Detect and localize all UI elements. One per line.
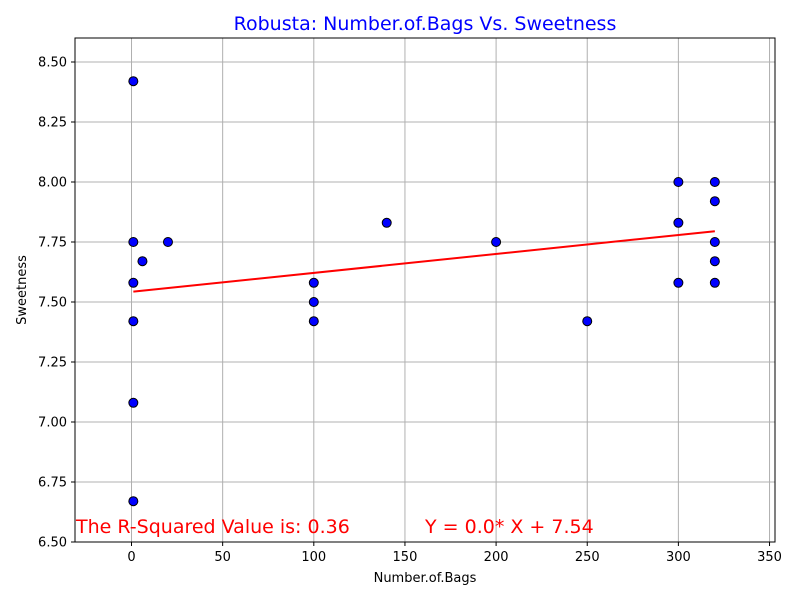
scatter-point: [128, 237, 139, 247]
grid: [75, 38, 775, 543]
y-tick-label: 8.25: [38, 116, 67, 131]
scatter-point: [308, 316, 319, 327]
scatter-point: [128, 496, 139, 507]
x-tick-label: 100: [301, 550, 326, 565]
y-axis-label: Sweetness: [15, 255, 30, 325]
scatter-point: [673, 277, 684, 288]
r-squared-annotation: The R-Squared Value is: 0.36: [75, 516, 350, 538]
x-tick-label: 200: [484, 550, 509, 565]
scatter-point: [709, 277, 720, 288]
x-axis-label: Number.of.Bags: [374, 571, 477, 586]
y-tick-label: 8.00: [38, 176, 67, 191]
scatter-point: [673, 217, 684, 228]
scatter-point: [308, 277, 319, 288]
scatter-point: [128, 76, 139, 87]
ticks: 0 50 100 150 200 250 300 350 6.50 6.75 7.00 7.25 7.5…: [38, 56, 782, 566]
y-tick-label: 6.50: [38, 536, 67, 551]
y-tick-label: 6.75: [38, 476, 67, 491]
regression-line: [133, 230, 715, 293]
scatter-point: [709, 196, 720, 207]
regression-equation-annotation: Y = 0.0* X + 7.54: [424, 516, 594, 538]
y-tick-label: 7.75: [38, 236, 67, 251]
y-tick-label: 7.25: [38, 356, 67, 371]
plot-frame: [74, 37, 776, 543]
scatter-point: [308, 297, 319, 307]
y-tick-label: 7.00: [38, 416, 67, 431]
regression-line-group: [133, 230, 715, 293]
x-tick-label: 150: [393, 550, 418, 565]
x-tick-label: 250: [575, 550, 600, 565]
scatter-points: [128, 76, 720, 507]
scatter-point: [709, 237, 720, 247]
scatter-point: [162, 237, 173, 247]
scatter-point: [582, 316, 593, 327]
x-tick-label: 350: [757, 550, 782, 565]
x-tick-label: 300: [666, 550, 691, 565]
scatter-point: [128, 277, 139, 288]
chart-title: Robusta: Number.of.Bags Vs. Sweetness: [234, 13, 617, 35]
scatter-point: [381, 217, 392, 228]
scatter-point: [673, 177, 684, 187]
scatter-point: [128, 397, 139, 408]
scatter-point: [709, 177, 720, 187]
y-tick-label: 7.50: [38, 296, 67, 311]
scatter-point: [128, 316, 139, 327]
scatter-point: [491, 237, 502, 247]
scatter-point: [137, 256, 148, 267]
y-tick-label: 8.50: [38, 56, 67, 71]
x-tick-label: 50: [214, 550, 231, 565]
x-tick-label: 0: [127, 550, 135, 565]
scatter-point: [709, 256, 720, 267]
